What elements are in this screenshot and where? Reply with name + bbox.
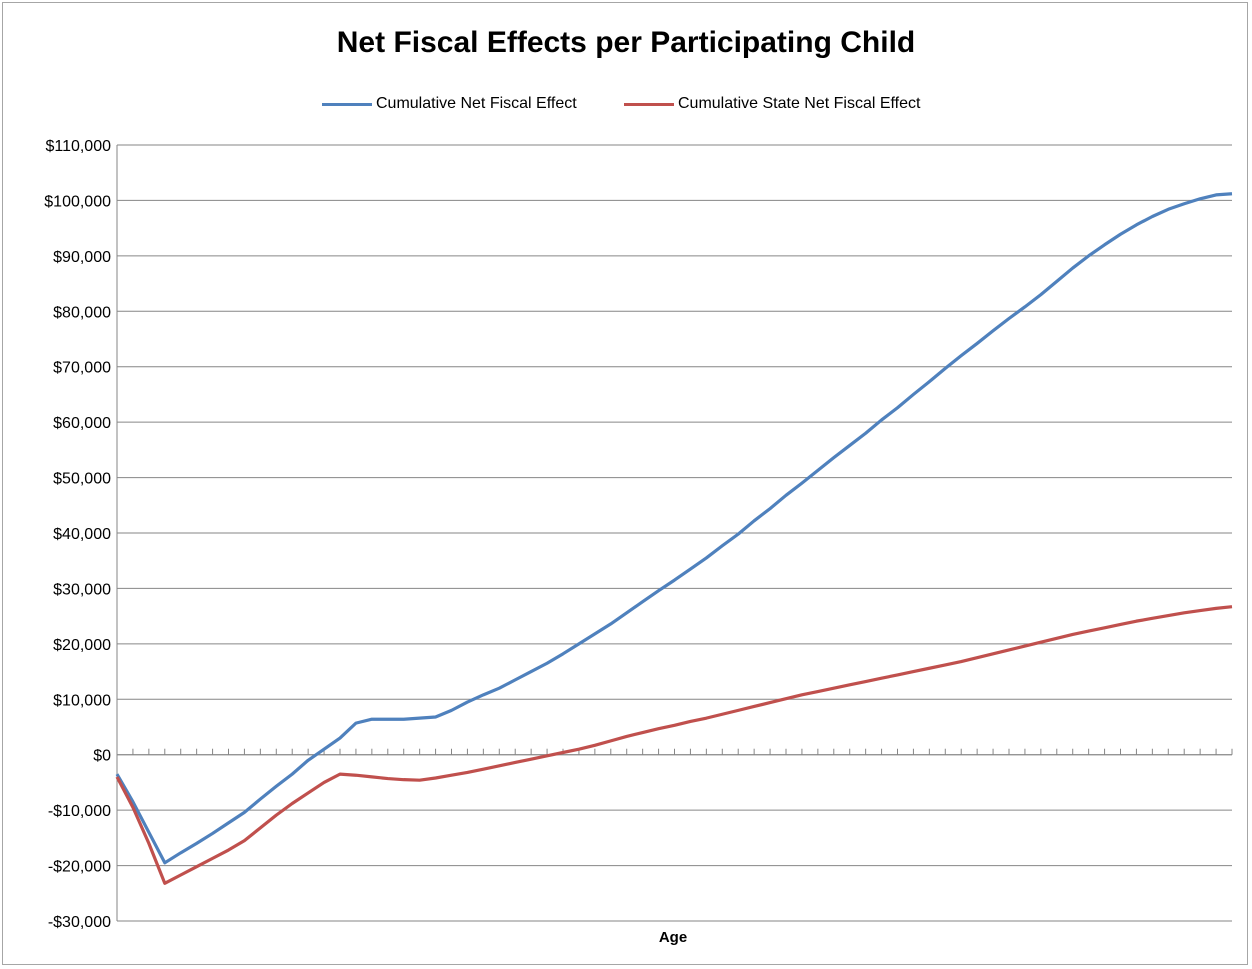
legend-label: Cumulative State Net Fiscal Effect xyxy=(678,95,921,112)
y-tick-label: -$10,000 xyxy=(48,803,111,820)
y-tick-label: -$20,000 xyxy=(48,859,111,876)
x-axis-label: Age xyxy=(658,929,688,946)
series-line-state-net-fiscal-effect xyxy=(115,605,1233,885)
y-tick-label: -$30,000 xyxy=(48,914,111,931)
y-tick-label: $10,000 xyxy=(53,692,111,709)
legend-item-net-fiscal-effect: Cumulative Net Fiscal Effect xyxy=(322,92,577,116)
y-tick-label: $30,000 xyxy=(53,581,111,598)
legend-swatch-blue xyxy=(322,102,372,106)
y-tick-label: $90,000 xyxy=(53,249,111,266)
chart-title: Net Fiscal Effects per Participating Chi… xyxy=(336,26,916,59)
y-tick-label: $0 xyxy=(93,748,111,765)
y-tick-label: $100,000 xyxy=(44,193,111,210)
y-tick-label: $40,000 xyxy=(53,526,111,543)
y-tick-label: $20,000 xyxy=(53,637,111,654)
y-tick-label: $110,000 xyxy=(45,138,111,155)
y-tick-label: $50,000 xyxy=(53,471,111,488)
legend: Cumulative Net Fiscal Effect Cumulative … xyxy=(0,92,1252,116)
y-tick-label: $70,000 xyxy=(53,360,111,377)
legend-item-state-net-fiscal-effect: Cumulative State Net Fiscal Effect xyxy=(624,92,920,116)
legend-swatch-red xyxy=(624,102,674,106)
y-tick-label: $80,000 xyxy=(53,304,111,321)
legend-label: Cumulative Net Fiscal Effect xyxy=(376,95,577,112)
series-line-net-fiscal-effect xyxy=(115,192,1233,865)
y-tick-label: $60,000 xyxy=(53,415,111,432)
